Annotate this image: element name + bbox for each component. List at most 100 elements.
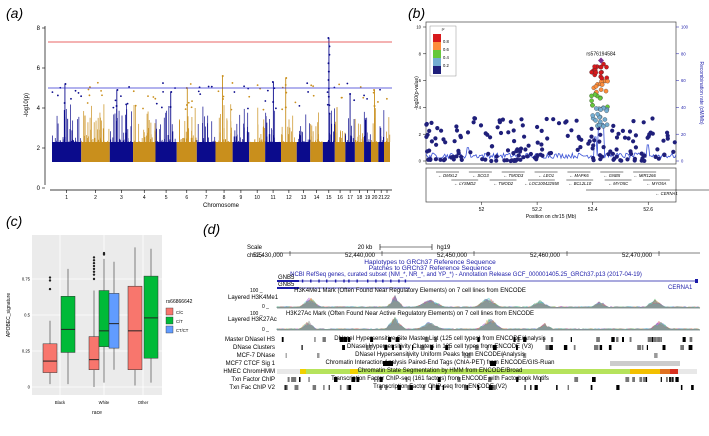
snp-point-bg bbox=[620, 128, 626, 133]
exon bbox=[326, 279, 328, 283]
feature-mark bbox=[312, 385, 317, 390]
regional-y2-label: Recombination rate (cM/Mb) bbox=[698, 61, 704, 124]
snp-point-bg bbox=[591, 158, 596, 163]
box-2 bbox=[88, 336, 100, 370]
gene-label-MAPK6: ← MAPK6 bbox=[569, 173, 589, 178]
snp-point bbox=[147, 95, 149, 98]
snp-point-bg bbox=[489, 158, 494, 164]
peak-point bbox=[284, 106, 287, 109]
snp-point bbox=[199, 93, 202, 96]
feature-mark bbox=[611, 337, 614, 342]
browser-refseq-title: NCBI RefSeq genes, curated subset (NM_*,… bbox=[290, 272, 642, 278]
feature-mark bbox=[502, 353, 504, 358]
snp-point-bg bbox=[628, 149, 633, 154]
peak-point bbox=[170, 91, 173, 93]
snp-point-bg bbox=[545, 136, 550, 141]
exon bbox=[404, 279, 407, 283]
snp-point bbox=[233, 91, 236, 93]
snp-point bbox=[128, 86, 130, 88]
snp-point-bg bbox=[565, 133, 570, 138]
box-5 bbox=[127, 285, 143, 370]
snp-point-bg bbox=[551, 117, 556, 122]
snp-point bbox=[88, 94, 91, 97]
feature-mark bbox=[545, 345, 549, 350]
snp-point-bg bbox=[539, 142, 544, 147]
snp-point bbox=[362, 96, 365, 99]
snp-point-bg bbox=[520, 123, 525, 128]
snp-point-bg bbox=[574, 118, 579, 123]
refseq-genes: GNB5 GNB5 CERNA1 bbox=[277, 275, 698, 291]
snp-point bbox=[338, 83, 341, 86]
snp-point-bg bbox=[508, 119, 513, 124]
snp-point-ld bbox=[594, 106, 599, 111]
box-legend-label-2: CT/CT bbox=[176, 328, 189, 333]
ld-legend-swatch-3 bbox=[433, 58, 441, 66]
peak-point bbox=[327, 70, 330, 73]
exon bbox=[367, 279, 369, 283]
feature-mark bbox=[556, 385, 558, 390]
snp-point-bg bbox=[488, 135, 493, 140]
regional-x-ticks: 52 52.2 52.4 52.6 bbox=[479, 202, 653, 213]
snp-point bbox=[100, 89, 102, 92]
ld-legend-title: r² bbox=[442, 27, 445, 32]
feature-mark bbox=[646, 345, 648, 350]
feature-mark bbox=[328, 385, 330, 390]
feature-mark bbox=[323, 385, 325, 390]
box-x-tick-Other: Other bbox=[138, 400, 149, 405]
track-h3k27ac-zero: 0 _ bbox=[262, 327, 269, 333]
snp-point-bg bbox=[642, 158, 647, 163]
track-h3k27ac-title: H3K27Ac Mark (Often Found Near Active Re… bbox=[286, 311, 534, 317]
track-label-1: DNase Clusters bbox=[233, 345, 275, 351]
feature-mark bbox=[599, 345, 602, 350]
chrom-band-2 bbox=[81, 142, 110, 162]
feature-mark bbox=[445, 345, 448, 350]
feature-mark bbox=[570, 337, 572, 342]
coord-label-0: 52,430,000 bbox=[253, 253, 284, 259]
assembly-label: hg19 bbox=[437, 245, 451, 251]
snp-point-bg bbox=[610, 128, 615, 133]
snp-point-bg bbox=[511, 151, 516, 156]
box-y-tick-label: 0 bbox=[28, 385, 31, 390]
ld-legend-label-2: 0.4 bbox=[443, 55, 449, 60]
manhattan-points bbox=[51, 37, 391, 162]
peak-point bbox=[373, 105, 376, 107]
snp-point-bg bbox=[535, 124, 540, 130]
track-title-5: Transcription Factor ChIP-seq (161 facto… bbox=[331, 376, 549, 382]
feature-mark bbox=[379, 377, 383, 382]
snp-point-bg bbox=[534, 157, 539, 162]
regional-y2-ticks: 0 20 40 60 80 100 bbox=[676, 25, 689, 164]
snp-point bbox=[210, 85, 213, 88]
snp-point bbox=[281, 108, 284, 111]
peak-point bbox=[285, 91, 288, 94]
peak-point bbox=[271, 81, 274, 83]
snp-point-ld bbox=[604, 122, 610, 127]
signal-trace-6 bbox=[276, 318, 701, 331]
gene-label-DMXL2: ← DMXL2 bbox=[438, 173, 458, 178]
snp-point-bg bbox=[576, 134, 581, 139]
snp-point-bg bbox=[535, 140, 540, 145]
snp-point bbox=[126, 102, 129, 105]
feature-mark bbox=[374, 377, 376, 382]
snp-point bbox=[89, 86, 91, 88]
feature-mark bbox=[596, 345, 599, 350]
feature-mark bbox=[680, 345, 684, 350]
feature-mark bbox=[680, 385, 683, 390]
snp-point-bg bbox=[671, 149, 676, 154]
feature-mark bbox=[651, 337, 654, 342]
feature-mark bbox=[405, 377, 408, 382]
exon bbox=[356, 279, 358, 283]
snp-point bbox=[377, 101, 379, 103]
snp-point-bg bbox=[633, 145, 639, 150]
snp-point-bg bbox=[459, 154, 464, 159]
lead-snp-label: rs576194584 bbox=[586, 52, 615, 58]
browser-scale-label: Scale bbox=[247, 245, 263, 251]
exon bbox=[398, 279, 400, 283]
snp-point-bg bbox=[494, 154, 499, 159]
snp-point-bg bbox=[424, 122, 429, 127]
snp-point bbox=[346, 82, 349, 85]
feature-mark bbox=[339, 337, 344, 342]
box-outlier-2-7 bbox=[92, 277, 96, 281]
snp-point bbox=[231, 82, 234, 84]
feature-mark bbox=[691, 385, 694, 390]
